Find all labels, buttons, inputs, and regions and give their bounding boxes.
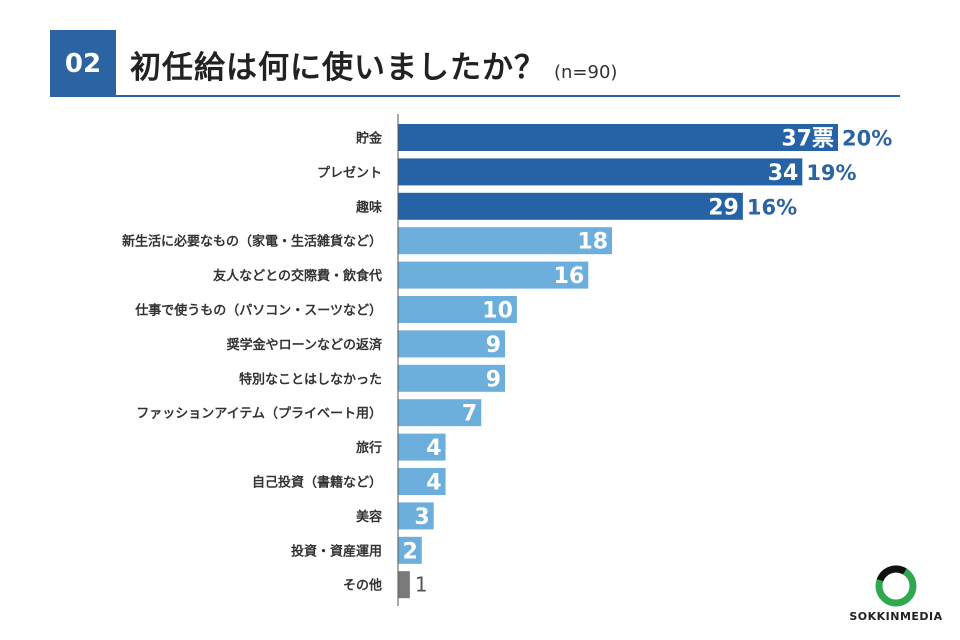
percent-label: 16% [747,195,797,219]
bar [398,468,446,495]
category-label: 趣味 [355,199,382,215]
category-label: 貯金 [356,131,383,147]
value-label: 3 [414,505,429,530]
title-underline [116,95,900,97]
category-label: 特別なことはしなかった [239,371,382,387]
value-label: 2 [402,539,417,564]
value-label: 29 [708,195,739,220]
category-label: 自己投資（書籍など） [252,475,382,491]
value-label: 18 [577,230,608,255]
bar [398,502,434,530]
header: 02 初任給は何に使いましたか？ (n=90) [50,30,900,97]
logo-text: SOKKINMEDIA [849,610,943,623]
category-label: 奨学金やローンなどの返済 [226,337,383,353]
value-label: 16 [554,264,585,289]
bar [398,399,482,427]
bar [398,536,422,564]
bar [398,330,506,358]
value-label: 10 [482,299,513,324]
bar [398,261,589,289]
bar [398,227,613,255]
logo-ring-icon [875,565,917,607]
percent-label: 20% [842,127,892,151]
category-label: 友人などとの交際費・飲食代 [213,268,382,284]
category-label: プレゼント [317,165,382,181]
category-label: 投資・資産運用 [291,543,382,559]
category-label: ファッションアイテム（プライベート用） [136,406,382,422]
sokkin-media-logo: SOKKINMEDIA [846,562,946,632]
category-label: 美容 [356,509,382,525]
value-label: 9 [486,367,501,392]
category-label: 旅行 [356,440,382,456]
chart-title: 初任給は何に使いましたか？ [130,50,546,86]
percent-label: 19% [806,161,856,185]
value-label: 4 [426,436,441,461]
value-label: 37票 [781,127,834,152]
section-number: 02 [50,30,116,97]
bar [398,364,506,392]
bar [398,192,743,220]
category-label: 仕事で使うもの（パソコン・スーツなど） [134,303,382,319]
value-label: 7 [462,402,477,427]
category-label: 新生活に必要なもの（家電・生活雑貨など） [122,234,382,250]
bar [398,433,446,461]
bar [398,296,517,323]
sample-size: (n=90) [554,62,618,83]
category-label: その他 [343,578,382,594]
value-label: 4 [426,471,441,496]
title-wrap: 初任給は何に使いましたか？ (n=90) [130,42,617,87]
bar [398,124,838,151]
value-label: 34 [768,161,799,186]
bar [398,571,410,599]
value-label: 9 [486,333,501,358]
bar [398,158,803,186]
value-label: 1 [415,573,428,597]
